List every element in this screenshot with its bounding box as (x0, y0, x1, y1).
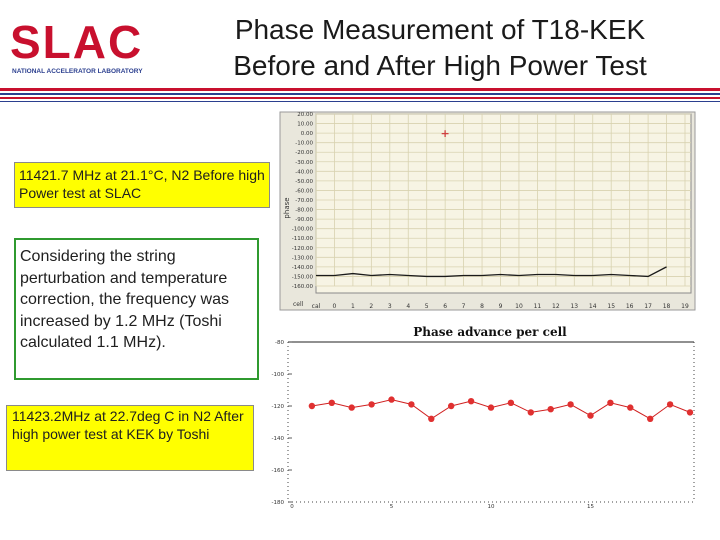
header-rule-red (0, 88, 720, 91)
chart1-x-tick-label: cal (312, 303, 321, 310)
chart2-point (487, 404, 495, 411)
chart2-x-tick-label: 5 (390, 504, 394, 510)
chart2-x-tick-label: 10 (488, 504, 495, 510)
chart1-x-tick-label: 7 (462, 303, 466, 310)
chart2-point (607, 399, 614, 406)
chart1-y-tick-label: -60.00 (295, 188, 313, 194)
chart2-point (527, 409, 534, 416)
after-phase-chart: Phase advance per cell -80 -100 -120 -140 -1… (272, 325, 695, 510)
chart1-y-tick-label: 10.00 (297, 122, 313, 128)
chart2-point (567, 401, 574, 408)
title-line-2: Before and After High Power Test (233, 50, 647, 81)
note-before-test: 11421.7 MHz at 21.1°C, N2 Before high Po… (14, 162, 270, 208)
chart1-y-label: phase (283, 197, 291, 218)
chart2-point (428, 415, 435, 422)
header-rule-blue (0, 93, 720, 95)
chart2-y-tick-label: -80 (275, 340, 284, 346)
chart2-series-line (311, 399, 691, 420)
chart1-y-tick-label: -50.00 (295, 179, 313, 185)
chart2-point (647, 415, 654, 422)
chart1-y-tick-label: -20.00 (295, 150, 313, 156)
chart1-y-tick-label: 0.00 (301, 131, 314, 137)
chart1-y-tick-label: -80.00 (295, 208, 313, 214)
chart1-x-tick-label: 16 (626, 303, 634, 310)
chart1-x-tick-label: 10 (515, 303, 523, 310)
chart1-y-tick-label: -40.00 (295, 169, 313, 175)
before-phase-chart: 20.00 10.00 0.00 -10.00 -20.00 -30.00 -40.00 -5… (279, 111, 696, 311)
slide-title: Phase Measurement of T18-KEK Before and … (180, 12, 700, 84)
chart1-x-tick-label: 15 (607, 303, 615, 310)
chart1-y-tick-label: -90.00 (295, 217, 313, 223)
chart1-y-tick-label: -120.00 (292, 246, 314, 252)
chart1-x-tick-label: 0 (333, 303, 337, 310)
chart1-plot-area (315, 113, 692, 294)
chart1-x-tick-label: 12 (552, 303, 560, 310)
chart1-x-tick-label: 1 (351, 303, 355, 310)
note-after-test: 11423.2MHz at 22.7deg C in N2 After high… (6, 405, 254, 471)
chart1-x-tick-label: 8 (480, 303, 484, 310)
chart1-x-tick-label: 19 (681, 303, 689, 310)
chart2-point (587, 412, 594, 419)
chart2-point (467, 398, 475, 405)
chart1-x-tick-label: 13 (570, 303, 578, 310)
logo-subtitle: NATIONAL ACCELERATOR LABORATORY (12, 68, 143, 75)
note-correction: Considering the string perturbation and … (14, 238, 259, 380)
chart2-x-tick-label: 15 (587, 504, 594, 510)
chart2-point (388, 396, 395, 403)
chart1-x-tick-label: 18 (663, 303, 671, 310)
chart1-y-tick-label: -30.00 (295, 160, 313, 166)
header-rule-blue-2 (0, 101, 720, 102)
chart1-x-tick-label: 14 (589, 303, 597, 310)
chart1-y-tick-label: -10.00 (295, 141, 313, 147)
chart2-title: Phase advance per cell (413, 325, 567, 339)
chart2-y-ticks: -80 -100 -120 -140 -160 -180 (272, 340, 292, 506)
title-line-1: Phase Measurement of T18-KEK (234, 14, 646, 45)
chart2-point (666, 401, 674, 408)
chart1-y-tick-label: -150.00 (292, 274, 314, 280)
header-rule-red-2 (0, 97, 720, 99)
chart1-y-tick-label: -140.00 (292, 265, 314, 271)
slac-logo: SLAC NATIONAL ACCELERATOR LABORATORY (10, 16, 143, 75)
chart2-points (308, 396, 694, 422)
chart2-y-tick-label: -160 (272, 468, 285, 474)
chart1-y-tick-label: -100.00 (292, 227, 314, 233)
chart2-point (547, 406, 554, 413)
chart1-grid (315, 113, 691, 287)
chart2-x-tick-label: 0 (290, 504, 294, 510)
chart2-point (368, 401, 375, 408)
chart2-point (408, 401, 415, 408)
chart2-point (448, 402, 455, 410)
chart1-y-tick-label: -160.00 (292, 284, 314, 290)
chart1-x-tick-label: 6 (443, 303, 447, 310)
chart2-y-tick-label: -140 (272, 436, 285, 442)
logo-wordmark: SLAC (10, 16, 143, 68)
chart1-cursor-marker: + (441, 127, 450, 140)
chart1-x-label: cell (293, 301, 304, 308)
chart1-y-tick-label: -130.00 (292, 255, 314, 261)
chart2-y-tick-label: -100 (272, 372, 285, 378)
chart2-x-ticks: 0 5 10 15 (290, 504, 594, 510)
chart1-y-tick-label: -70.00 (295, 198, 313, 204)
chart1-x-tick-label: 2 (369, 303, 373, 310)
chart1-x-tick-label: 3 (388, 303, 392, 310)
chart2-point (627, 404, 634, 411)
chart2-point (308, 402, 316, 410)
chart1-x-tick-label: 17 (644, 303, 652, 310)
chart1-x-ticks: cal 0 1 2 3 4 5 6 7 8 9 10 11 12 13 14 15 16 17 18 19 (312, 303, 689, 310)
chart2-point (348, 404, 355, 411)
chart1-y-ticks: 20.00 10.00 0.00 -10.00 -20.00 -30.00 -40.00 -5… (292, 112, 314, 290)
chart1-x-tick-label: 9 (499, 303, 503, 310)
chart1-series-line (316, 266, 667, 278)
chart2-y-tick-label: -180 (272, 500, 285, 506)
chart2-point (328, 399, 335, 406)
chart1-x-tick-label: 11 (534, 303, 542, 310)
chart1-y-tick-label: 20.00 (297, 112, 313, 118)
chart1-y-tick-label: -110.00 (292, 236, 314, 242)
chart2-y-tick-label: -120 (272, 404, 285, 410)
chart2-point (686, 409, 694, 416)
chart2-point (507, 399, 515, 406)
chart1-x-tick-label: 4 (406, 303, 410, 310)
chart1-x-tick-label: 5 (425, 303, 429, 310)
